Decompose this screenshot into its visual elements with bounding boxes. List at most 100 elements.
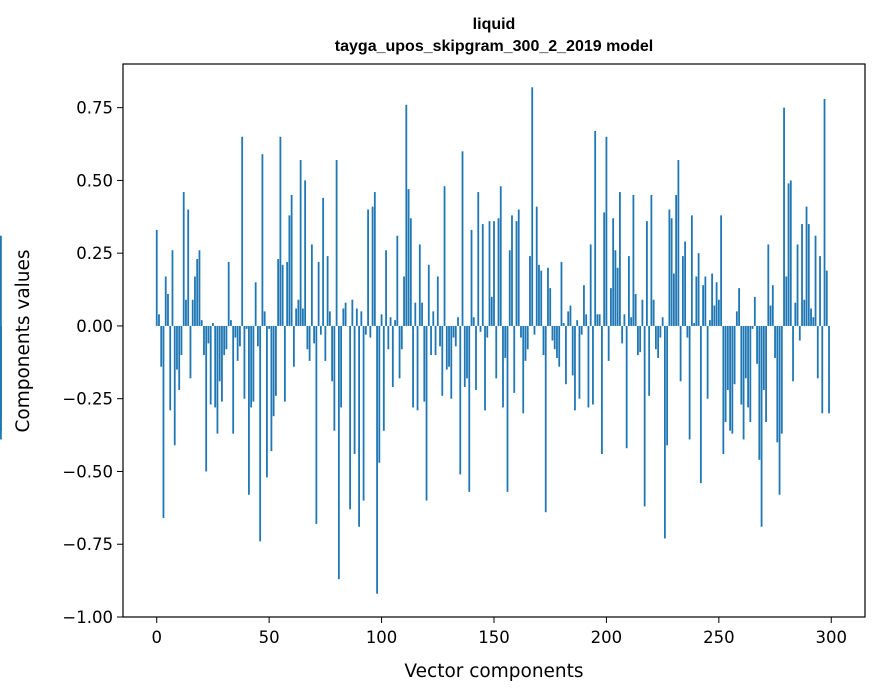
bar	[702, 285, 705, 326]
bar	[376, 325, 378, 594]
bar	[720, 215, 722, 326]
bar	[266, 325, 268, 478]
bar	[774, 325, 776, 358]
bar	[169, 325, 172, 411]
y-tick-label: 0.75	[76, 99, 113, 118]
bar	[731, 325, 734, 434]
bar	[304, 180, 307, 326]
bar	[475, 325, 477, 390]
bar	[340, 325, 342, 408]
bar	[239, 325, 241, 347]
y-axis-label: Components values	[13, 249, 34, 432]
bar	[452, 325, 455, 338]
bar	[805, 206, 808, 326]
bar	[632, 194, 635, 326]
bar	[607, 325, 610, 361]
bar	[787, 183, 790, 326]
bar	[248, 325, 250, 495]
bar	[562, 323, 565, 326]
bar	[286, 261, 289, 326]
bar	[637, 325, 639, 356]
bar	[173, 325, 176, 446]
bar	[378, 325, 381, 463]
bar	[783, 107, 785, 326]
bar	[299, 160, 302, 326]
bar	[441, 325, 444, 396]
bars-group	[0, 87, 830, 594]
bar	[257, 325, 259, 347]
bar	[353, 325, 356, 455]
bar	[297, 299, 300, 326]
bar	[814, 235, 817, 326]
bar	[308, 325, 311, 361]
bar	[495, 325, 498, 379]
bar	[659, 325, 662, 338]
bar	[508, 250, 511, 326]
bar	[227, 261, 230, 326]
bar	[497, 218, 500, 326]
bar	[167, 293, 169, 326]
bar	[349, 325, 351, 510]
bar	[690, 215, 693, 326]
bar	[751, 325, 754, 329]
bar	[823, 98, 826, 326]
bar	[580, 325, 583, 335]
bar	[533, 325, 536, 335]
bar	[468, 325, 471, 492]
bar	[807, 224, 810, 326]
bar	[634, 293, 637, 326]
bar	[724, 325, 727, 422]
bar	[164, 276, 167, 326]
bar	[436, 276, 439, 326]
bar	[762, 325, 765, 390]
chart-title: liquid	[473, 16, 516, 33]
bar	[261, 154, 264, 326]
bar	[203, 325, 205, 356]
bar	[715, 282, 718, 326]
bar	[812, 317, 815, 326]
bar	[614, 250, 617, 326]
bar	[367, 209, 369, 326]
bar	[493, 221, 495, 326]
bar	[744, 325, 747, 379]
y-tick-label: −0.25	[62, 390, 113, 409]
bar	[587, 325, 590, 408]
bar	[551, 325, 554, 341]
bar	[828, 325, 830, 414]
bar	[171, 250, 174, 326]
bar	[646, 221, 648, 326]
bar	[630, 317, 633, 326]
bar	[250, 325, 253, 408]
bar	[713, 305, 716, 326]
bar	[259, 325, 262, 542]
bar	[544, 325, 547, 513]
x-axis-label: Vector components	[404, 661, 583, 682]
bar	[254, 282, 257, 326]
bar	[538, 264, 540, 326]
bar	[704, 276, 707, 326]
bar	[560, 261, 563, 326]
bar	[661, 317, 664, 326]
bar	[198, 250, 201, 326]
bar	[319, 325, 322, 335]
bar	[726, 325, 729, 390]
bar	[686, 325, 689, 338]
bar	[481, 224, 484, 326]
bar	[511, 215, 513, 326]
bar	[821, 325, 824, 414]
bar	[569, 305, 572, 326]
bar	[182, 192, 185, 326]
bar	[322, 197, 325, 326]
bar	[558, 325, 561, 367]
bar	[641, 299, 644, 326]
bar	[155, 229, 158, 326]
bar	[583, 285, 585, 326]
bar	[214, 325, 217, 408]
bar	[767, 244, 770, 326]
bar	[270, 325, 273, 452]
bar	[245, 325, 248, 329]
bar	[502, 325, 504, 408]
bar	[610, 288, 612, 326]
bar	[292, 325, 295, 367]
bar	[654, 325, 657, 350]
